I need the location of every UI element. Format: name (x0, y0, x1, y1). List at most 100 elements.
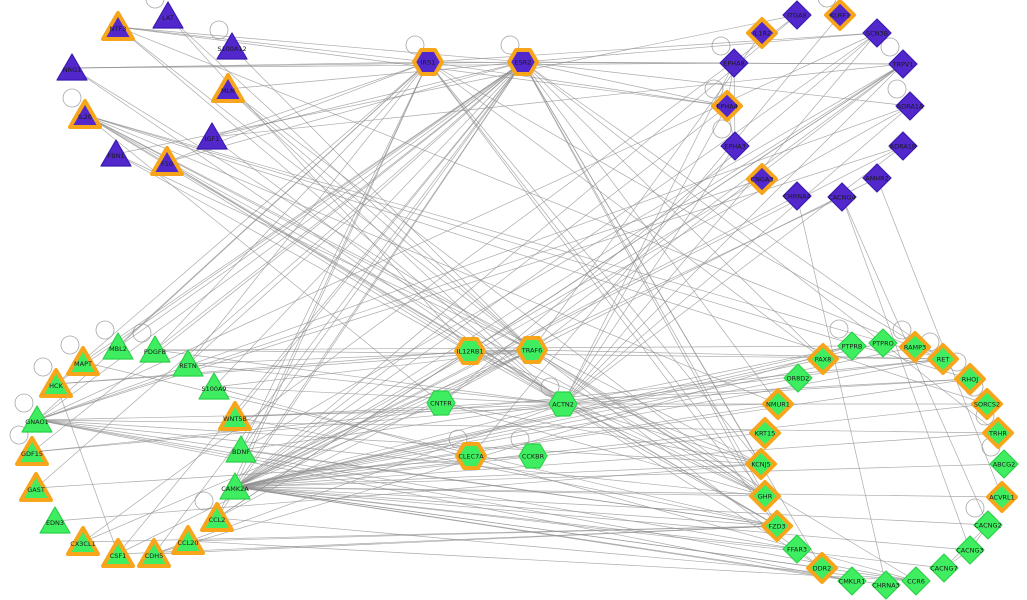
node-CACNG7[interactable] (929, 553, 959, 583)
node-shape-diamond[interactable] (899, 331, 931, 363)
node-EDN3[interactable] (39, 506, 71, 534)
node-MAPT[interactable] (66, 346, 100, 376)
node-KLRF1[interactable] (824, 0, 856, 31)
node-CACNG4[interactable] (827, 182, 857, 212)
node-GDF15[interactable] (15, 436, 49, 466)
node-PDGFB[interactable] (139, 335, 171, 363)
node-RAMP3[interactable] (899, 331, 931, 363)
node-shape-triangle[interactable] (172, 349, 204, 377)
node-FFAR3[interactable] (782, 534, 812, 564)
node-shape-triangle[interactable] (137, 538, 171, 568)
node-CSF1[interactable] (101, 538, 135, 568)
node-shape-triangle[interactable] (196, 122, 228, 150)
node-SCN3B[interactable] (862, 18, 892, 48)
node-CCL20[interactable] (171, 525, 205, 555)
node-CX3CL1[interactable] (66, 526, 100, 556)
node-LAT[interactable] (152, 1, 184, 29)
node-S100A9[interactable] (198, 372, 230, 400)
node-OR8D2[interactable] (783, 363, 813, 393)
node-KCNJ5[interactable] (745, 448, 777, 480)
node-shape-triangle[interactable] (66, 526, 100, 556)
node-shape-triangle[interactable] (100, 139, 132, 167)
node-shape-diamond[interactable] (954, 363, 986, 395)
node-shape-hexagon[interactable] (548, 391, 578, 417)
node-shape-triangle[interactable] (219, 472, 251, 500)
node-FZD3[interactable] (761, 510, 793, 542)
node-shape-triangle[interactable] (19, 472, 53, 502)
node-shape-diamond[interactable] (719, 48, 749, 78)
node-shape-triangle[interactable] (102, 332, 134, 360)
node-NTF3[interactable] (101, 11, 135, 41)
node-shape-diamond[interactable] (901, 566, 931, 596)
node-RETN[interactable] (172, 349, 204, 377)
node-GAST[interactable] (19, 472, 53, 502)
node-shape-triangle[interactable] (171, 525, 205, 555)
node-WNT5B[interactable] (218, 401, 252, 431)
node-F10[interactable] (150, 146, 184, 176)
node-shape-triangle[interactable] (15, 436, 49, 466)
node-ABCG2[interactable] (989, 449, 1019, 479)
node-shape-diamond[interactable] (806, 552, 838, 584)
node-shape-diamond[interactable] (862, 163, 892, 193)
node-shape-triangle[interactable] (152, 1, 184, 29)
node-shape-diamond[interactable] (862, 18, 892, 48)
node-shape-triangle[interactable] (216, 32, 248, 60)
node-CAMK2A[interactable] (219, 472, 251, 500)
node-shape-triangle[interactable] (198, 372, 230, 400)
node-shape-hexagon[interactable] (455, 442, 487, 470)
node-HCK[interactable] (39, 368, 73, 398)
node-ADRA1B[interactable] (888, 131, 918, 161)
node-S100A12[interactable] (216, 32, 248, 60)
node-shape-triangle[interactable] (39, 368, 73, 398)
node-shape-diamond[interactable] (973, 510, 1003, 540)
node-DDR2[interactable] (806, 552, 838, 584)
node-shape-diamond[interactable] (982, 417, 1014, 449)
node-CHRNA3[interactable] (871, 570, 901, 600)
node-shape-triangle[interactable] (56, 53, 88, 81)
node-CCL2[interactable] (200, 502, 234, 532)
node-shape-diamond[interactable] (720, 131, 750, 161)
node-IGF1[interactable] (196, 122, 228, 150)
node-shape-diamond[interactable] (955, 535, 985, 565)
node-TRPV1[interactable] (888, 49, 918, 79)
node-shape-triangle[interactable] (39, 506, 71, 534)
node-shape-hexagon[interactable] (454, 337, 486, 365)
node-shape-diamond[interactable] (971, 388, 1003, 420)
node-shape-diamond[interactable] (782, 181, 812, 211)
node-shape-diamond[interactable] (782, 534, 812, 564)
node-shape-triangle[interactable] (139, 335, 171, 363)
node-GNAO1[interactable] (21, 405, 53, 433)
node-CHRNA4[interactable] (782, 181, 812, 211)
node-PTPRB[interactable] (837, 331, 867, 361)
node-shape-diamond[interactable] (761, 510, 793, 542)
node-shape-triangle[interactable] (200, 502, 234, 532)
node-shape-diamond[interactable] (888, 49, 918, 79)
node-ADRA1A[interactable] (895, 91, 925, 121)
node-NMUR1[interactable] (762, 388, 794, 420)
node-BDNF[interactable] (225, 435, 257, 463)
node-CMKLR1[interactable] (837, 566, 867, 596)
node-shape-diamond[interactable] (827, 182, 857, 212)
node-shape-triangle[interactable] (21, 405, 53, 433)
node-shape-triangle[interactable] (211, 73, 245, 103)
node-CNGA3[interactable] (746, 163, 778, 195)
node-shape-diamond[interactable] (868, 328, 898, 358)
node-ITGA8[interactable] (782, 0, 812, 30)
node-CCR6[interactable] (901, 566, 931, 596)
node-EPHA8[interactable] (719, 48, 749, 78)
node-shape-diamond[interactable] (745, 448, 777, 480)
node-ACTN2[interactable] (548, 391, 578, 417)
node-ESR2[interactable] (507, 48, 539, 76)
node-shape-triangle[interactable] (218, 401, 252, 431)
node-shape-diamond[interactable] (782, 0, 812, 30)
node-shape-triangle[interactable] (66, 346, 100, 376)
node-shape-hexagon[interactable] (412, 48, 444, 76)
node-shape-diamond[interactable] (989, 449, 1019, 479)
node-MLN[interactable] (211, 73, 245, 103)
node-CACNG3[interactable] (955, 535, 985, 565)
node-shape-diamond[interactable] (762, 388, 794, 420)
node-CLEC7A[interactable] (455, 442, 487, 470)
node-shape-diamond[interactable] (746, 17, 778, 49)
